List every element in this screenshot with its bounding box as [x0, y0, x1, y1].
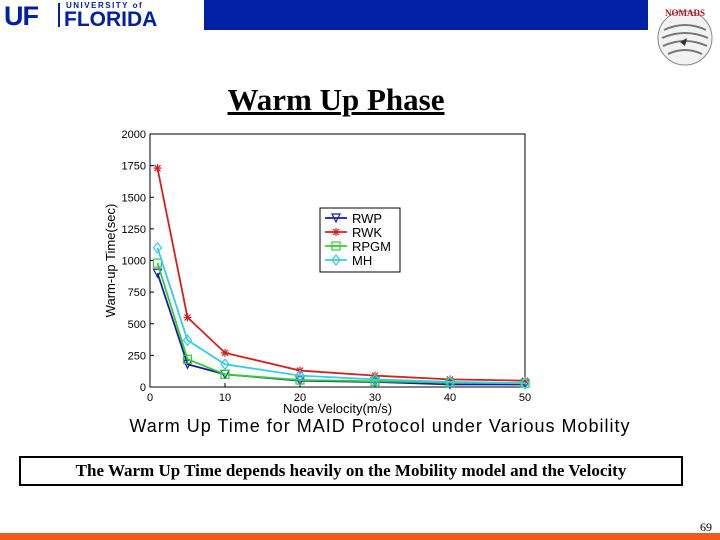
legend-marker [331, 254, 341, 266]
data-point-rpgm [182, 354, 193, 364]
data-point-rpgm [220, 369, 230, 379]
legend-label: RPGM [352, 239, 391, 254]
series-line-rpgm [156, 262, 526, 385]
legend-label: MH [352, 253, 372, 268]
legend-marker [332, 228, 340, 236]
data-point-rwk [521, 376, 529, 385]
data-point-rwp [152, 268, 163, 279]
data-point-mh [295, 369, 305, 382]
y-tick-label: 1000 [122, 256, 146, 268]
logo-divider [58, 3, 60, 27]
data-point-mh [445, 375, 455, 388]
data-point-mh [520, 377, 530, 390]
data-point-mh [370, 373, 380, 386]
data-point-mh [152, 241, 163, 254]
y-tick-label: 1250 [122, 224, 146, 236]
y-tick-label: 1750 [122, 161, 146, 173]
legend-label: RWP [352, 211, 382, 226]
footer-bar [0, 533, 720, 540]
y-tick-label: 500 [128, 319, 146, 331]
series-line-rwp [156, 272, 525, 386]
y-tick-label: 2000 [122, 129, 146, 141]
page-number: 69 [700, 520, 712, 534]
x-tick-label: 20 [294, 392, 306, 404]
x-axis-label: Node Velocity(m/s) [283, 401, 392, 416]
legend-marker [331, 241, 341, 251]
lab-logo-text: NOMADS [665, 8, 705, 18]
x-tick-label: 40 [444, 392, 456, 404]
data-point-rwk [371, 371, 379, 380]
warmup-time-chart: 0 250 500 750 1000 1250 1500 1750 2000 0 10 20 30 40 5… [103, 129, 630, 436]
x-tick-label: 10 [219, 392, 231, 404]
y-tick-label: 0 [140, 382, 146, 394]
data-point-rwp [182, 359, 193, 370]
nomads-logo: NOMADS [657, 8, 713, 66]
data-point-rwk [183, 313, 192, 322]
y-tick-label: 750 [128, 287, 146, 299]
slide-caption: The Warm Up Time depends heavily on the … [19, 456, 683, 486]
logo-mark: UF [4, 1, 39, 31]
x-tick-label: 50 [519, 392, 531, 404]
slide-title: Warm Up Phase [227, 82, 445, 117]
chart-title: Warm Up Time for MAID Protocol under Var… [129, 416, 630, 436]
university-logo: UF UNIVERSITY of FLORIDA [0, 0, 206, 31]
logo-name: FLORIDA [64, 8, 158, 31]
y-tick-label: 250 [128, 350, 146, 362]
logo-university: UNIVERSITY of [66, 1, 144, 10]
data-point-mh [182, 334, 193, 347]
x-tick-label: 0 [147, 392, 153, 404]
data-point-rwk [221, 348, 229, 357]
series-line-rwk [156, 167, 526, 382]
x-tick-label: 30 [369, 392, 381, 404]
y-axis-label: Warm-up Time(sec) [103, 204, 118, 318]
data-point-rwk [153, 164, 162, 173]
y-tick-label: 1500 [122, 192, 146, 204]
legend-marker [331, 213, 341, 224]
series-line-mh [156, 247, 526, 385]
legend-label: RWK [352, 225, 382, 240]
data-point-mh [220, 358, 230, 371]
data-point-rwk [446, 375, 454, 384]
